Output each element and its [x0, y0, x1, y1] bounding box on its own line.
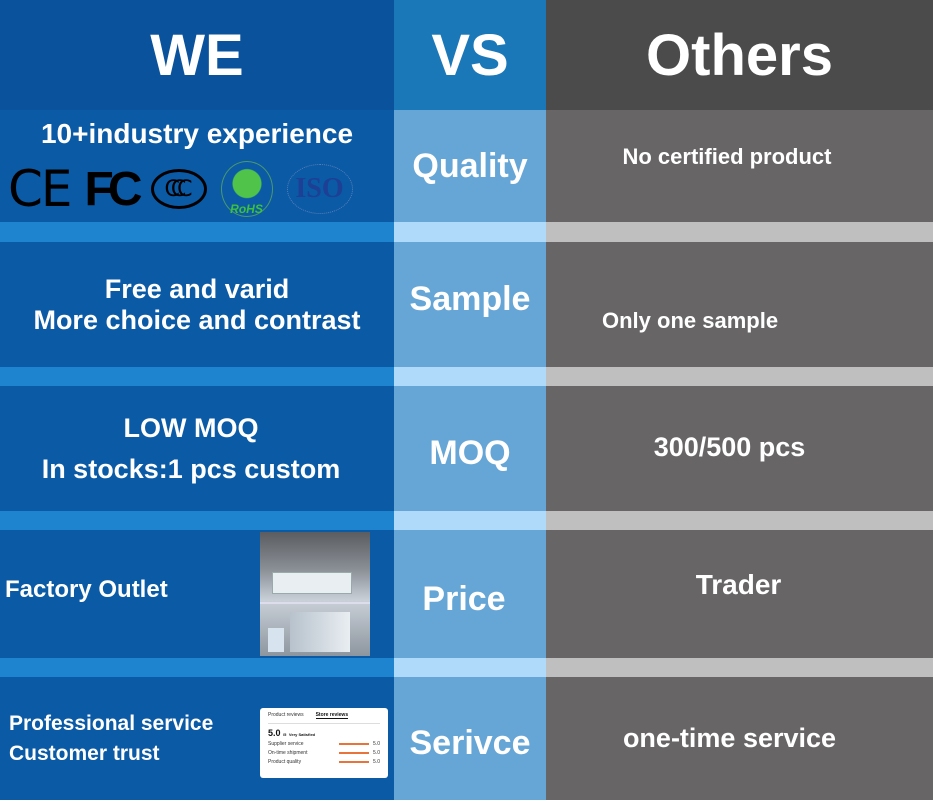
certification-logos: CE FC CCC RoHS ISO [8, 160, 353, 218]
we-sample-line1: Free and varid [104, 273, 290, 304]
others-price-text: Trader [695, 569, 782, 600]
criterion-moq: MOQ [394, 386, 546, 511]
separator [394, 511, 546, 530]
separator [0, 511, 394, 530]
criterion-sample: Sample [394, 242, 546, 367]
others-price-cell: Trader [546, 530, 933, 658]
others-quality-cell: No certified product [546, 110, 933, 222]
we-service-cell: Professional service Customer trust [0, 677, 394, 800]
separator [0, 658, 394, 677]
review-item: Product quality 5.0 [268, 759, 380, 765]
ce-logo-icon: CE [8, 160, 73, 218]
store-reviews-tab: Store reviews [315, 712, 349, 719]
rating-bar [339, 752, 370, 754]
criterion-quality: Quality [394, 110, 546, 222]
review-item-label: Supplier service [268, 741, 304, 747]
we-service-line1: Professional service [9, 711, 214, 735]
separator [394, 222, 546, 242]
rohs-logo-icon: RoHS [220, 161, 273, 217]
review-item-value: 5.0 [373, 750, 380, 756]
rating-bar [339, 761, 370, 763]
product-reviews-tab: Product reviews [268, 712, 304, 718]
others-sample-text: Only one sample [602, 307, 779, 333]
we-sample-cell: Free and varid More choice and contrast [0, 242, 394, 367]
fcc-logo-icon: FC [84, 162, 143, 216]
separator [0, 222, 394, 242]
review-item-label: Product quality [268, 759, 302, 765]
separator [394, 367, 546, 386]
iso-logo-icon: ISO [286, 164, 353, 214]
header-others: Others [546, 0, 933, 110]
separator [546, 511, 933, 530]
others-quality-text: No certified product [622, 144, 832, 169]
criterion-price: Price [394, 530, 546, 658]
we-moq-cell: LOW MOQ In stocks:1 pcs custom [0, 386, 394, 511]
separator [546, 222, 933, 242]
ccc-logo-icon: CCC [150, 169, 207, 209]
review-item-label: On-time shipment [268, 750, 308, 756]
others-service-cell: one-time service [546, 677, 933, 800]
review-item: On-time shipment 5.0 [268, 750, 380, 756]
we-service-line2: Customer trust [9, 741, 160, 765]
review-item: Supplier service 5.0 [268, 741, 380, 747]
separator [394, 658, 546, 677]
rating-bar [339, 743, 370, 745]
others-service-text: one-time service [622, 723, 837, 753]
separator [0, 367, 394, 386]
review-score: 5.0 [268, 728, 281, 738]
review-item-value: 5.0 [373, 741, 380, 747]
others-moq-text: 300/500 pcs [653, 432, 806, 462]
header-vs: VS [394, 0, 546, 110]
factory-photo [260, 532, 370, 656]
we-moq-line2: In stocks:1 pcs custom [41, 453, 341, 484]
we-sample-line2: More choice and contrast [33, 304, 361, 335]
separator [546, 658, 933, 677]
separator [546, 367, 933, 386]
review-item-value: 5.0 [373, 759, 380, 765]
criterion-service: Serivce [394, 677, 546, 800]
review-out-of: /5 [283, 732, 287, 737]
header-we: WE [0, 0, 394, 110]
others-moq-cell: 300/500 pcs [546, 386, 933, 511]
ccc-logo-text: CCC [164, 176, 192, 202]
others-sample-cell: Only one sample [546, 242, 933, 367]
we-quality-text: 10+industry experience [40, 118, 354, 149]
store-review-card: Product reviews Store reviews 5.0 /5 Ver… [260, 708, 388, 778]
we-moq-line1: LOW MOQ [123, 412, 259, 443]
review-rating-text: Very Satisfied [288, 732, 316, 737]
we-price-text: Factory Outlet [5, 576, 168, 603]
